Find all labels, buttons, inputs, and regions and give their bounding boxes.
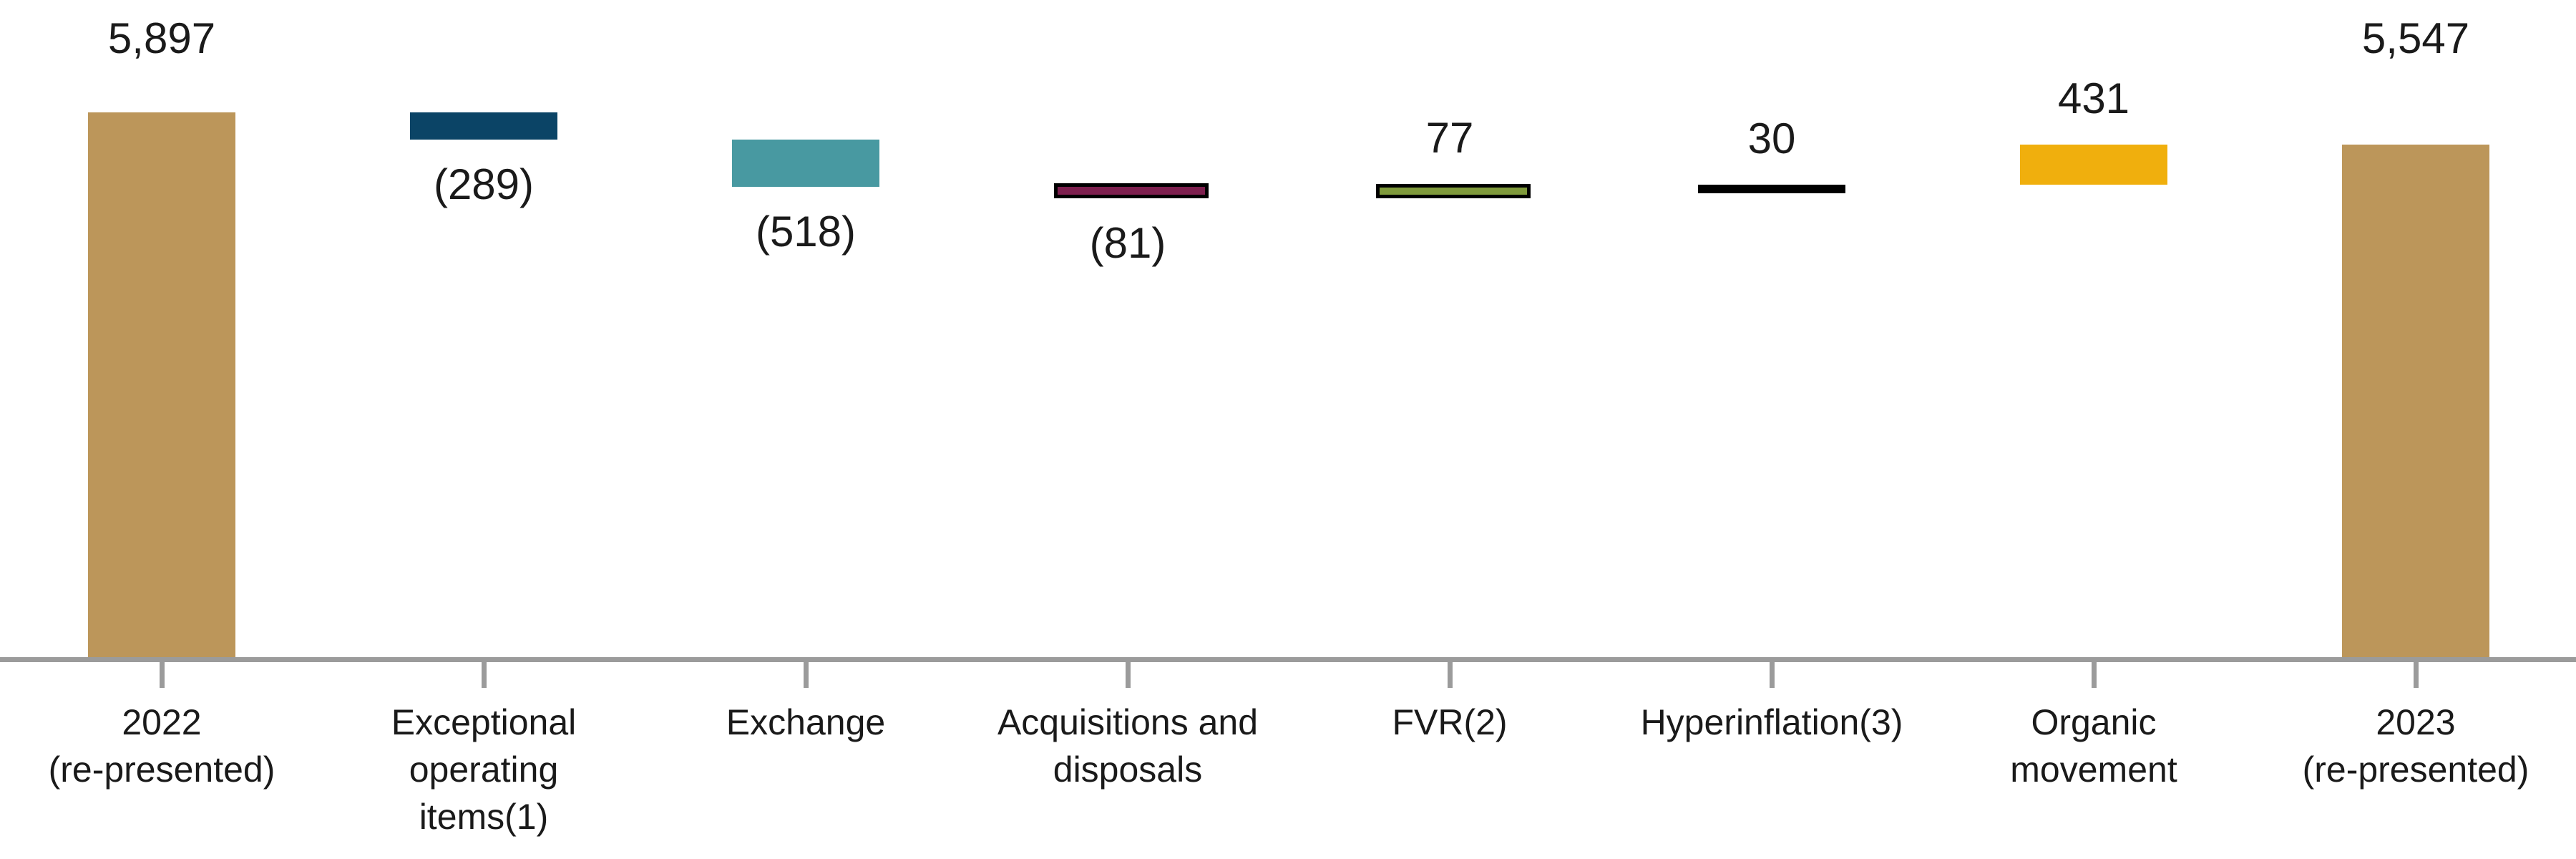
x-axis-tick (1769, 657, 1775, 688)
x-axis-tick (803, 657, 809, 688)
value-label-exchange: (518) (755, 208, 857, 256)
bar-exchange (732, 139, 879, 188)
value-label-fvr: 77 (1425, 113, 1474, 162)
x-axis-tick (159, 657, 165, 688)
bar-2022-re-presented (88, 112, 235, 657)
value-label-2023-re-presented: 5,547 (2361, 14, 2470, 62)
value-label-2022-re-presented: 5,897 (107, 14, 216, 62)
bar-acquisitions-and-disposals (1054, 183, 1209, 198)
value-label-hyperinflation: 30 (1747, 115, 1796, 163)
category-label-fvr: FVR(2) (1392, 702, 1508, 742)
category-label-exchange: Exchange (726, 702, 886, 742)
category-label-hyperinflation: Hyperinflation(3) (1640, 702, 1903, 742)
category-label-organic-movement: Organic movement (2010, 702, 2177, 790)
value-label-acquisitions-and-disposals: (81) (1089, 218, 1166, 267)
bar-exceptional-operating-items (410, 112, 557, 140)
category-label-exceptional-operating-items: Exceptional operating items(1) (391, 702, 577, 837)
x-axis-line (0, 657, 2576, 662)
x-axis-tick (2091, 657, 2097, 688)
category-label-acquisitions-and-disposals: Acquisitions and disposals (997, 702, 1259, 790)
x-axis-tick (2413, 657, 2419, 688)
x-axis-tick (1125, 657, 1131, 688)
value-label-organic-movement: 431 (2057, 74, 2130, 123)
category-label-2022-re-presented: 2022 (re-presented) (48, 702, 275, 790)
x-axis-tick (1447, 657, 1453, 688)
bar-hyperinflation (1698, 185, 1845, 194)
x-axis-tick (481, 657, 487, 688)
bar-2023-re-presented (2342, 145, 2489, 657)
bar-fvr (1376, 183, 1531, 198)
category-label-2023-re-presented: 2023 (re-presented) (2302, 702, 2529, 790)
value-label-exceptional-operating-items: (289) (433, 160, 535, 208)
bar-organic-movement (2020, 145, 2167, 185)
